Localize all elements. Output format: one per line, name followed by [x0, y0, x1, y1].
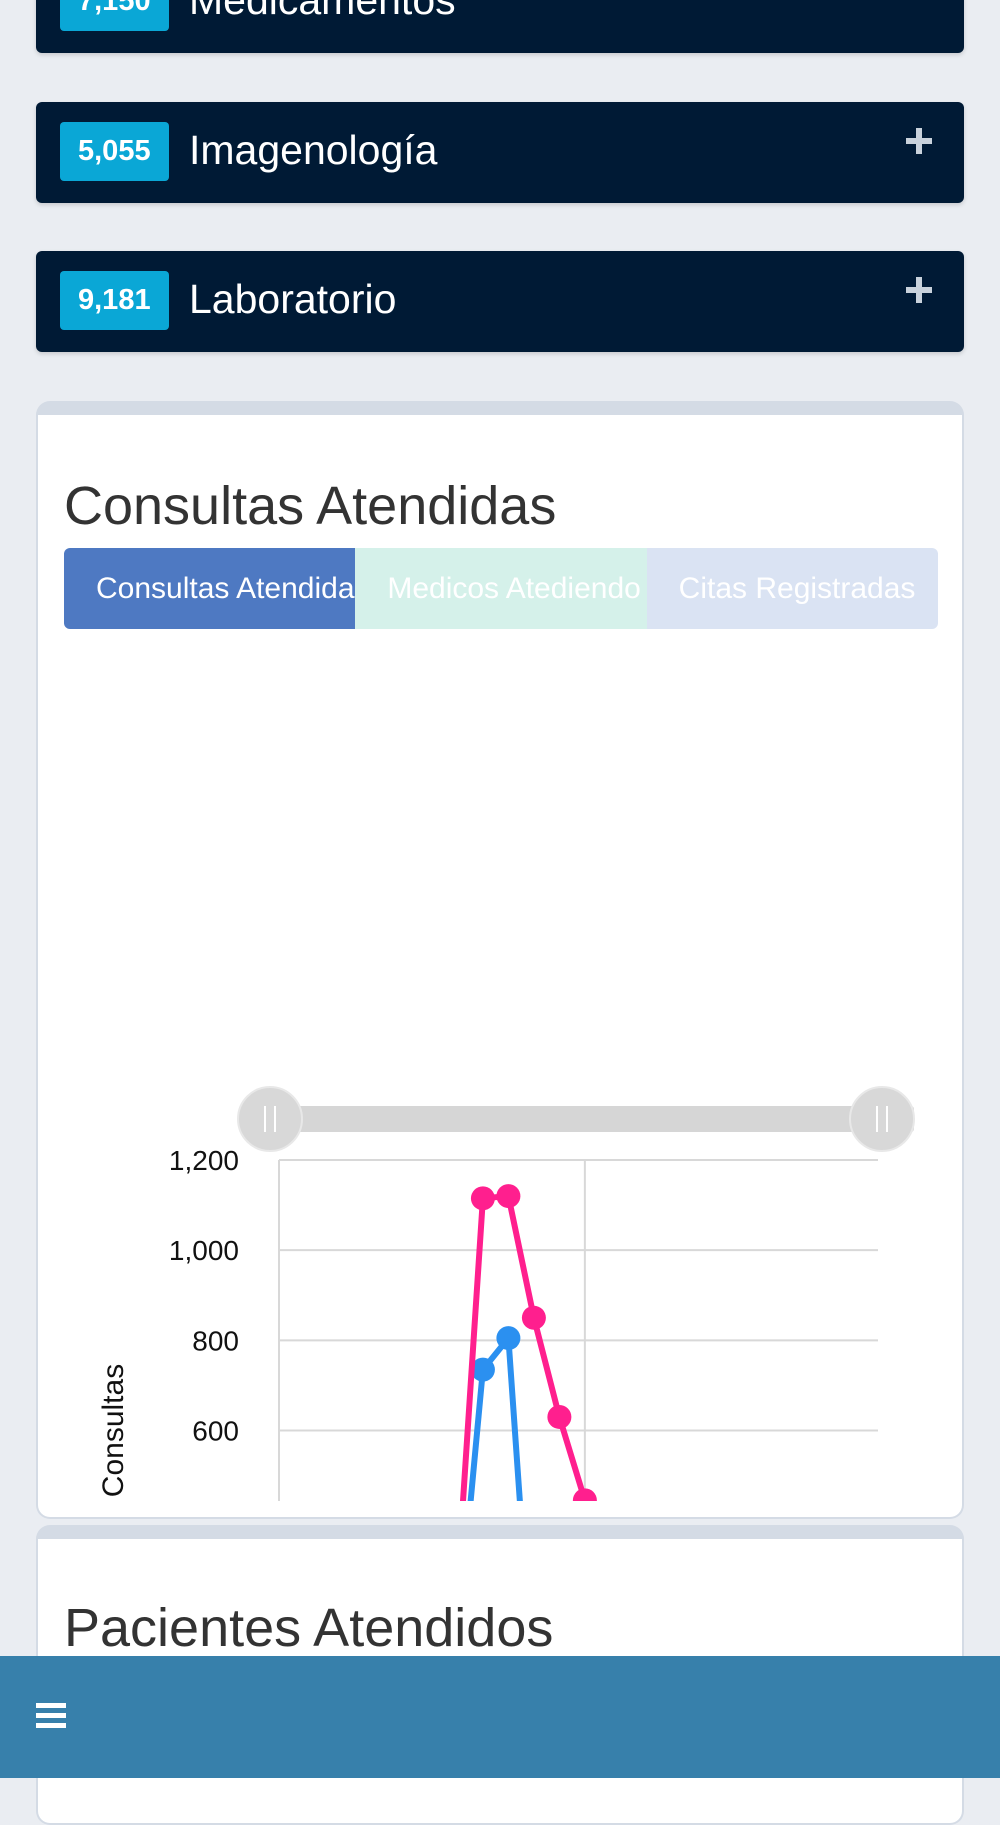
card-title: Pacientes Atendidos: [64, 1598, 554, 1658]
tab-medicos-atendiendo[interactable]: Medicos Atediendo: [355, 548, 647, 629]
data-point-citas: [547, 1404, 572, 1429]
data-point-citas: [496, 1184, 521, 1209]
accordion-imagenologia[interactable]: 5,055 Imagenología: [36, 102, 964, 203]
tab-citas-registradas[interactable]: Citas Registradas: [646, 548, 938, 629]
plus-icon[interactable]: [906, 128, 932, 154]
plus-icon[interactable]: [906, 277, 932, 303]
accordion-title: Medicamentos: [189, 0, 456, 23]
series-line-consultas: [467, 1335, 523, 1501]
card-title: Consultas Atendidas: [64, 476, 557, 536]
consultas-card: Consultas Atendidas Consultas Atendidas …: [36, 401, 964, 1519]
y-tick-label: 800: [192, 1325, 239, 1356]
y-tick-label: 1,000: [169, 1235, 239, 1266]
count-badge: 9,181: [60, 271, 169, 330]
accordion-title: Imagenología: [189, 127, 438, 173]
y-tick-label: 600: [192, 1416, 239, 1447]
data-point-citas: [470, 1186, 495, 1211]
bottom-bar: [0, 1656, 1000, 1778]
range-slider-left-handle[interactable]: [237, 1086, 303, 1152]
y-axis-label: Consultas: [97, 1364, 130, 1497]
chart-tabs: Consultas Atendidas Medicos Atediendo Ci…: [64, 548, 938, 629]
accordion-laboratorio[interactable]: 9,181 Laboratorio: [36, 251, 964, 352]
accordion-medicamentos[interactable]: 7,150 Medicamentos: [36, 0, 964, 53]
range-slider-right-handle[interactable]: [849, 1086, 915, 1152]
y-tick-label: 1,200: [169, 1145, 239, 1176]
data-point-citas: [521, 1305, 546, 1330]
data-point-consultas: [470, 1357, 495, 1382]
data-point-citas: [572, 1488, 597, 1501]
menu-icon[interactable]: [36, 1703, 66, 1729]
count-badge: 7,150: [60, 0, 169, 31]
accordion-title: Laboratorio: [189, 276, 397, 322]
tab-consultas-atendidas[interactable]: Consultas Atendidas: [64, 548, 356, 629]
series-line-citas: [460, 1193, 589, 1501]
count-badge: 5,055: [60, 122, 169, 181]
range-slider-track[interactable]: [270, 1106, 914, 1132]
data-point-consultas: [496, 1326, 521, 1351]
